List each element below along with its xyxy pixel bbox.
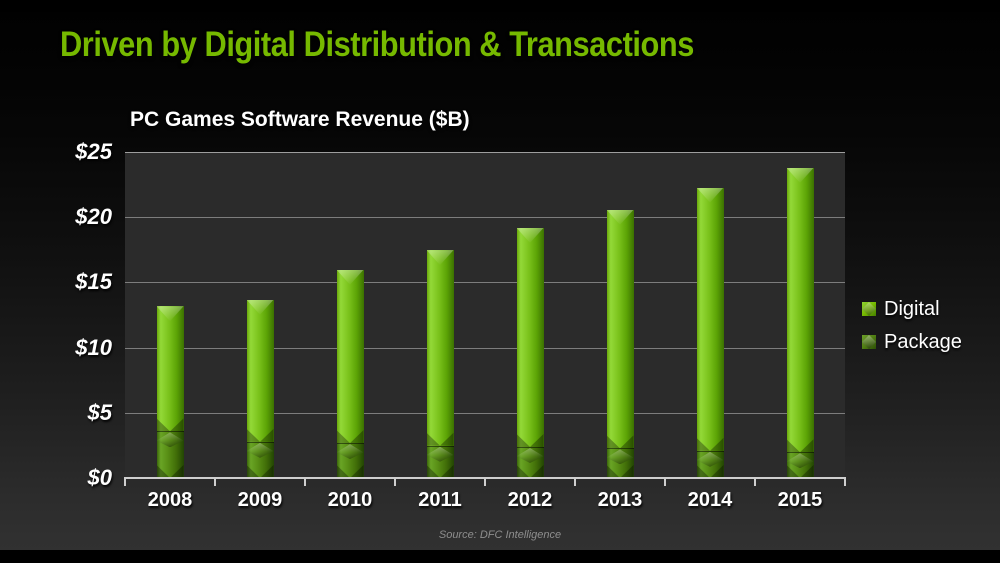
bevel-corner-left	[696, 437, 710, 451]
y-label-usd10: $10	[75, 334, 112, 360]
bevel-corner-right	[170, 418, 184, 432]
bar-segment-digital-2014	[696, 187, 724, 451]
bar-segment-package-2008	[156, 431, 184, 478]
x-axis-tick	[844, 479, 846, 486]
y-label-usd15: $15	[75, 269, 112, 295]
x-axis-line	[124, 477, 846, 479]
bar-2011	[426, 250, 454, 478]
bevel-corner-left	[426, 432, 440, 446]
bar-2014	[696, 187, 724, 478]
legend: Digital Package	[862, 296, 962, 362]
gridline-10	[125, 347, 845, 349]
cap-facet	[606, 209, 634, 225]
seam-facet	[696, 451, 724, 467]
bevel-corner-left	[516, 434, 530, 447]
x-axis-tick	[124, 479, 126, 486]
gridline-5	[125, 412, 845, 414]
bar-segment-package-2009	[246, 441, 274, 478]
bevel-corner-left	[336, 430, 350, 444]
cap-facet	[786, 167, 814, 183]
bevel-corner-right	[260, 428, 274, 442]
bar-segment-digital-2012	[516, 227, 544, 447]
slide-title: Driven by Digital Distribution & Transac…	[60, 25, 694, 64]
y-label-usd5: $5	[87, 399, 112, 425]
x-axis-tick	[664, 479, 666, 486]
bar-segment-package-2012	[516, 447, 544, 478]
y-label-usd25: $25	[75, 139, 112, 164]
cap-facet	[426, 250, 454, 266]
bar-2012	[516, 227, 544, 478]
x-label-2014: 2014	[687, 489, 733, 511]
bar-segment-digital-2010	[336, 269, 364, 444]
x-label-2010: 2010	[327, 489, 373, 511]
bar-segment-digital-2013	[606, 209, 634, 449]
x-axis-tick	[484, 479, 486, 486]
source-note: Source: DFC Intelligence	[438, 529, 562, 541]
bar-segment-digital-2011	[426, 250, 454, 446]
seam-facet	[156, 432, 184, 448]
bar-2015	[786, 167, 814, 478]
legend-row-package: Package	[862, 329, 962, 355]
cap-facet	[336, 269, 364, 285]
seam-facet	[786, 453, 814, 469]
bar-segment-digital-2008	[156, 306, 184, 432]
legend-row-digital: Digital	[862, 296, 962, 322]
bevel-corner-right	[440, 432, 454, 446]
legend-marker-digital-icon	[862, 302, 876, 316]
bevel-corner-right	[620, 435, 634, 449]
bar-2009	[246, 299, 274, 478]
legend-label-digital: Digital	[884, 297, 940, 320]
seam-facet	[426, 446, 454, 462]
x-label-2011: 2011	[418, 489, 462, 511]
x-label-2015: 2015	[777, 489, 823, 511]
cap-facet	[246, 299, 274, 315]
seam-facet	[246, 442, 274, 458]
x-label-2013: 2013	[597, 489, 643, 511]
top-letterbox-strip	[0, 0, 1000, 12]
bevel-corner-left	[246, 428, 260, 442]
x-label-2009: 2009	[237, 489, 283, 511]
bar-segment-package-2011	[426, 445, 454, 478]
bar-segment-digital-2015	[786, 167, 814, 453]
x-axis-tick	[214, 479, 216, 486]
bar-segment-package-2015	[786, 452, 814, 478]
cap-facet	[516, 227, 544, 243]
bevel-corner-left	[786, 439, 800, 453]
bevel-corner-right	[530, 434, 544, 447]
x-label-2012: 2012	[507, 489, 553, 511]
legend-label-package: Package	[884, 330, 962, 353]
x-axis-tick	[394, 479, 396, 486]
plot-area	[124, 152, 846, 486]
bar-segment-digital-2009	[246, 299, 274, 442]
bevel-corner-right	[710, 437, 724, 451]
gridline-25	[125, 152, 845, 153]
x-axis-tick	[304, 479, 306, 486]
legend-marker-package-icon	[862, 335, 876, 349]
x-axis-tick	[574, 479, 576, 486]
bevel-corner-left	[606, 435, 620, 449]
gridline-15	[125, 282, 845, 284]
x-label-2008: 2008	[147, 489, 193, 511]
chart-title: PC Games Software Revenue ($B)	[130, 108, 470, 131]
cap-facet	[696, 187, 724, 203]
bevel-corner-right	[800, 439, 814, 453]
bar-segment-package-2014	[696, 450, 724, 478]
bevel-corner-left	[156, 418, 170, 432]
y-label-usd20: $20	[75, 204, 112, 230]
gridline-20	[125, 217, 845, 219]
seam-facet	[336, 444, 364, 460]
seam-facet	[606, 449, 634, 465]
seam-facet	[516, 448, 544, 463]
bar-2010	[336, 269, 364, 478]
bar-segment-package-2013	[606, 448, 634, 478]
bevel-corner-right	[350, 430, 364, 444]
y-label-usd0: $0	[87, 465, 112, 490]
bar-segment-package-2010	[336, 443, 364, 478]
bar-2008	[156, 306, 184, 478]
bar-2013	[606, 209, 634, 478]
cap-facet	[156, 306, 184, 322]
x-axis-tick	[754, 479, 756, 486]
bottom-letterbox-strip	[0, 550, 1000, 563]
